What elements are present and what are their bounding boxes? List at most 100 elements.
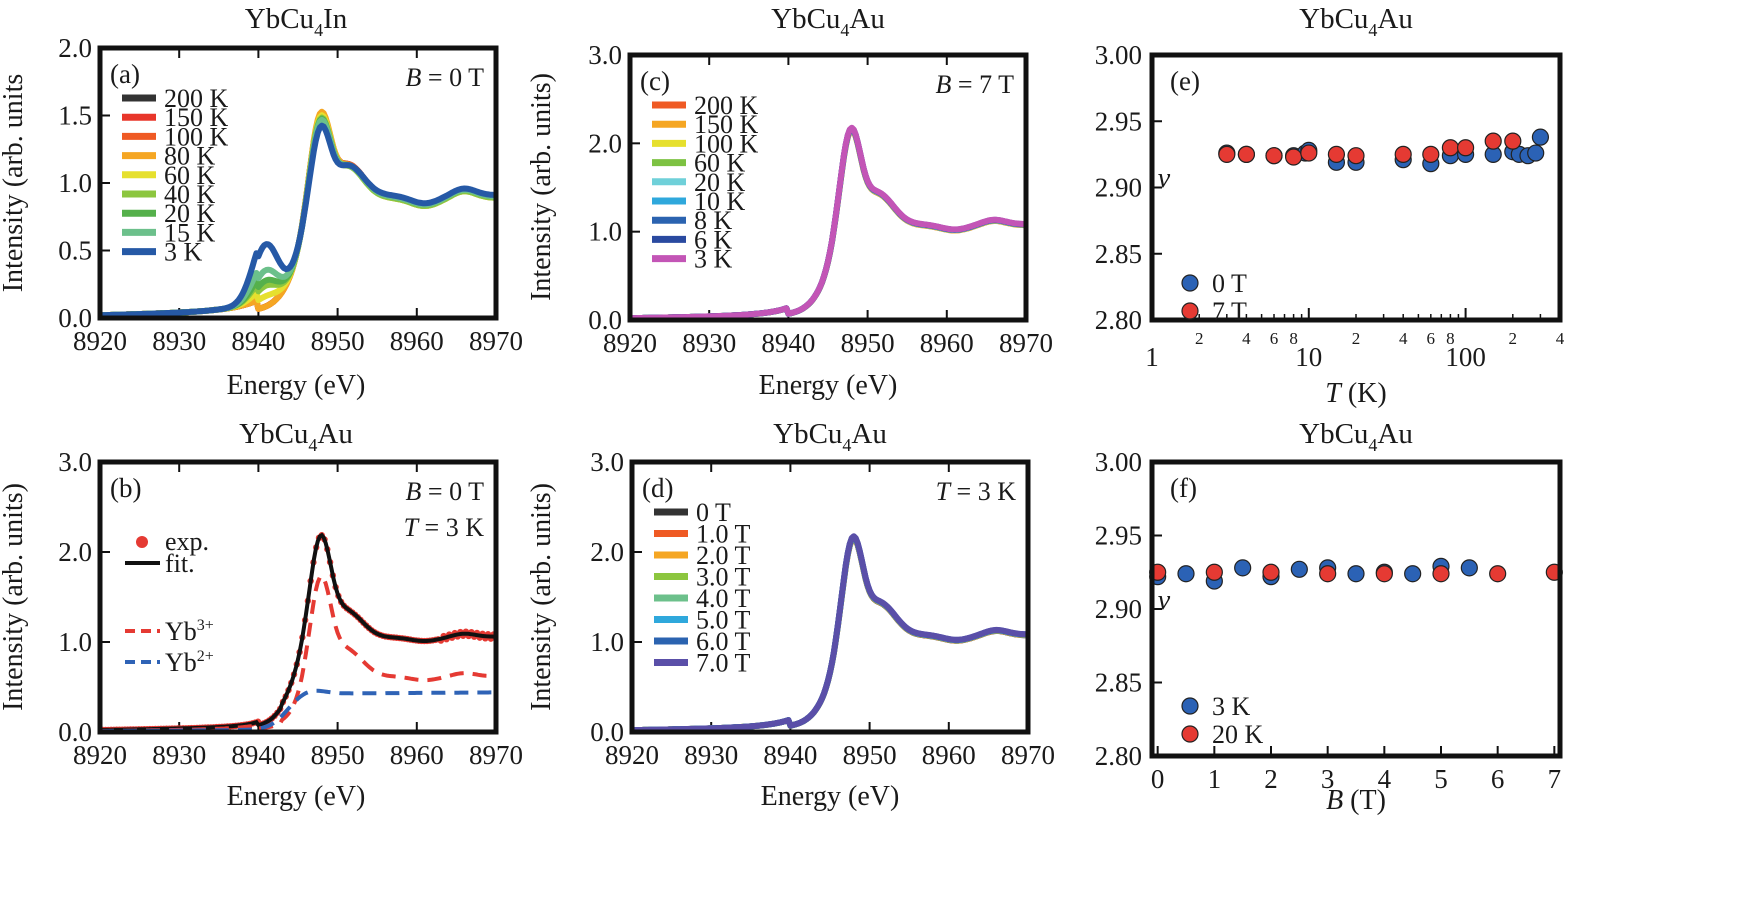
- x-axis-label: T (K): [1325, 378, 1386, 409]
- legend-label: 20 K: [694, 168, 746, 197]
- x-minor-label: 2: [1195, 329, 1204, 348]
- x-tick-label: 1: [1208, 764, 1222, 794]
- plot-area: [632, 533, 1028, 732]
- data-point: [1375, 565, 1393, 583]
- legend-label: 8 K: [694, 206, 733, 235]
- data-point: [1484, 132, 1502, 150]
- y-tick-label: 2.95: [1095, 106, 1142, 136]
- data-point: [1347, 147, 1365, 165]
- data-point: [1432, 565, 1450, 583]
- legend-label: 200 K: [694, 91, 759, 120]
- yb3-component-line: [100, 573, 496, 732]
- x-tick-label: 8950: [311, 326, 365, 356]
- legend-marker: [1181, 725, 1199, 743]
- plot-area: [100, 108, 496, 318]
- series-line: [630, 125, 1026, 320]
- data-point: [1489, 565, 1507, 583]
- x-tick-label: 0: [1151, 764, 1165, 794]
- x-tick-label: 1: [1145, 342, 1159, 372]
- panel-title: YbCu4Au: [239, 418, 353, 455]
- panel-tag: (e): [1170, 66, 1200, 96]
- series-line: [632, 534, 1028, 732]
- series-line: [100, 116, 496, 318]
- legend-exp-marker: [136, 536, 148, 548]
- y-tick-label: 0.0: [58, 303, 92, 333]
- x-minor-label: 6: [1427, 329, 1436, 348]
- x-tick-label: 8950: [843, 740, 897, 770]
- x-minor-label: 2: [1509, 329, 1518, 348]
- legend-label: 0 T: [696, 498, 731, 527]
- plot-frame: [97, 45, 499, 321]
- panel-tag: (c): [640, 66, 670, 96]
- y-tick-label: 0.0: [588, 305, 622, 335]
- y-axis-label: ν: [1158, 585, 1171, 616]
- legend-label: 60 K: [164, 161, 216, 190]
- series-line: [630, 124, 1026, 320]
- series-line: [100, 122, 496, 318]
- series-line: [630, 126, 1026, 320]
- y-tick-label: 1.0: [58, 168, 92, 198]
- x-tick-label: 8960: [390, 740, 444, 770]
- x-minor-label: 8: [1446, 329, 1455, 348]
- panel-c: YbCu4Au 8920 8930 8940 8950 8960 8970 0.0 1.0 2.0…: [526, 3, 1053, 401]
- data-point: [1300, 144, 1318, 162]
- y-tick-label: 2.95: [1095, 521, 1142, 551]
- data-point: [1285, 148, 1303, 166]
- data-point: [1531, 128, 1550, 146]
- series-line: [100, 111, 496, 318]
- x-tick-label: 8960: [920, 328, 974, 358]
- x-tick-label: 4: [1378, 764, 1392, 794]
- data-point: [1177, 565, 1195, 583]
- data-point: [1456, 139, 1475, 157]
- y-tick-label: 2.80: [1095, 305, 1142, 335]
- legend-label: 4.0 T: [696, 584, 751, 613]
- y-tick-label: 2.0: [58, 537, 92, 567]
- x-minor-label: 2: [1352, 329, 1361, 348]
- x-minor-label: 4: [1242, 329, 1251, 348]
- x-tick-label: 8920: [603, 328, 657, 358]
- data-point: [1262, 563, 1280, 581]
- data-point: [1290, 560, 1308, 578]
- legend-label: 0 T: [1212, 269, 1247, 298]
- data-point: [1460, 559, 1478, 577]
- legend-label: 10 K: [694, 187, 746, 216]
- x-minor-label: 4: [1556, 329, 1565, 348]
- legend-label: 150 K: [694, 110, 759, 139]
- legend-label: 6.0 T: [696, 627, 751, 656]
- y-axis-label: Intensity (arb. units: [0, 74, 29, 293]
- series-line: [630, 125, 1026, 320]
- condition-label: B = 0 T: [406, 477, 485, 506]
- x-tick-label: 8940: [761, 328, 815, 358]
- legend-label: 100 K: [164, 122, 229, 151]
- legend-label: 200 K: [164, 84, 229, 113]
- y-tick-label: 3.0: [58, 447, 92, 477]
- legend-marker: [1181, 302, 1199, 320]
- legend-label: 100 K: [694, 129, 759, 158]
- x-tick-label: 8920: [605, 740, 659, 770]
- series-line: [630, 125, 1026, 320]
- data-point: [1218, 145, 1236, 163]
- series-line: [100, 115, 496, 318]
- y-axis-label: ν: [1158, 163, 1171, 194]
- condition-label: B = 7 T: [936, 70, 1015, 99]
- x-tick-label: 8930: [152, 326, 206, 356]
- plot-frame: [1149, 459, 1563, 759]
- legend-label: 60 K: [694, 149, 746, 178]
- series-line: [100, 111, 496, 318]
- legend-label: 1.0 T: [696, 520, 751, 549]
- x-tick-label: 8930: [684, 740, 738, 770]
- y-axis-label: Intensity (arb. units): [526, 483, 557, 711]
- legend-label: 80 K: [164, 142, 216, 171]
- x-tick-label: 8930: [152, 740, 206, 770]
- legend-label: 7 T: [1212, 297, 1247, 326]
- x-tick-label: 8940: [231, 326, 285, 356]
- panel-tag: (a): [110, 59, 140, 89]
- data-point: [1327, 145, 1346, 163]
- condition-label: B = 0 T: [406, 63, 485, 92]
- legend-label: fit.: [165, 549, 195, 578]
- fit-line: [100, 532, 496, 732]
- series-line: [632, 533, 1028, 732]
- y-tick-label: 2.85: [1095, 668, 1142, 698]
